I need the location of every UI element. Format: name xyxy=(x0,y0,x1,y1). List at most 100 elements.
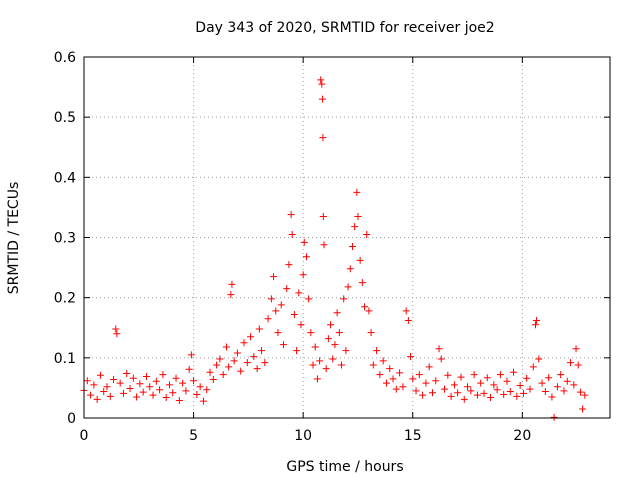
data-point xyxy=(316,357,324,365)
data-point xyxy=(119,389,127,397)
data-point xyxy=(187,351,195,359)
data-point xyxy=(206,368,214,376)
data-point xyxy=(441,385,449,393)
data-point xyxy=(264,315,272,323)
data-point xyxy=(110,375,118,383)
y-axis-label: SRMTID / TECUs xyxy=(6,182,22,295)
data-point xyxy=(454,389,462,397)
data-point xyxy=(415,371,423,379)
data-point xyxy=(450,381,458,389)
chart-title: Day 343 of 2020, SRMTID for receiver joe… xyxy=(195,20,494,36)
data-point xyxy=(369,361,377,369)
data-point xyxy=(228,280,236,288)
data-point xyxy=(470,371,478,379)
data-point xyxy=(136,380,144,388)
data-point xyxy=(261,359,269,367)
data-point xyxy=(367,329,375,337)
x-tick-label: 10 xyxy=(294,428,312,444)
data-point xyxy=(560,387,568,395)
data-point xyxy=(404,317,412,325)
data-point xyxy=(318,80,326,88)
data-point xyxy=(222,343,230,351)
data-point xyxy=(243,359,251,367)
data-point xyxy=(342,347,350,355)
data-point xyxy=(311,343,319,351)
data-point xyxy=(279,341,287,349)
data-point xyxy=(193,391,201,399)
data-point xyxy=(270,273,278,281)
data-point xyxy=(237,367,245,375)
data-point xyxy=(300,238,308,246)
data-point xyxy=(373,347,381,355)
data-point xyxy=(320,241,328,249)
x-axis-label: GPS time / hours xyxy=(286,459,403,475)
data-point xyxy=(331,341,339,349)
data-point xyxy=(533,317,541,325)
data-point xyxy=(302,253,310,261)
data-point xyxy=(344,283,352,291)
data-point xyxy=(444,371,452,379)
data-point xyxy=(233,349,241,357)
data-point xyxy=(382,379,390,387)
data-point xyxy=(139,388,147,396)
data-point xyxy=(365,307,373,315)
data-point xyxy=(464,383,472,391)
data-point xyxy=(579,405,587,413)
data-point xyxy=(419,391,427,399)
data-point xyxy=(473,391,481,399)
data-point xyxy=(409,375,417,383)
data-point xyxy=(574,361,582,369)
data-point xyxy=(319,134,327,142)
data-point xyxy=(305,295,313,303)
data-point xyxy=(356,256,364,264)
data-point xyxy=(295,289,303,297)
data-point xyxy=(335,329,343,337)
data-point xyxy=(545,374,553,382)
data-point xyxy=(182,387,190,395)
data-point xyxy=(399,383,407,391)
axis-ticks: 0 0.1 0.2 0.3 0.4 0.5 0.6 0 5 10 15 20 xyxy=(54,50,610,444)
data-point xyxy=(255,325,263,333)
data-point xyxy=(500,391,508,399)
data-point xyxy=(529,363,537,371)
data-point xyxy=(346,265,354,273)
data-point xyxy=(353,188,361,196)
data-point xyxy=(548,393,556,401)
data-point xyxy=(250,353,258,361)
data-point xyxy=(225,363,233,371)
data-point xyxy=(358,279,366,287)
data-point xyxy=(149,391,157,399)
data-point xyxy=(483,374,491,382)
data-point xyxy=(116,379,124,387)
data-point xyxy=(572,345,580,353)
data-point xyxy=(379,357,387,365)
y-tick-label: 0.4 xyxy=(54,170,76,186)
data-point xyxy=(240,339,248,347)
plot-frame xyxy=(83,56,611,419)
data-point xyxy=(283,285,291,293)
x-tick-label: 20 xyxy=(513,428,531,444)
data-point xyxy=(460,395,468,403)
data-point xyxy=(288,230,296,238)
data-point xyxy=(428,389,436,397)
data-point xyxy=(490,381,498,389)
data-point xyxy=(274,329,282,337)
data-point xyxy=(493,386,501,394)
data-point xyxy=(354,212,362,220)
x-tick-label: 15 xyxy=(404,428,422,444)
y-tick-label: 0.5 xyxy=(54,110,76,126)
data-point xyxy=(519,389,527,397)
data-point xyxy=(142,372,150,380)
data-point xyxy=(213,361,221,369)
data-point xyxy=(376,371,384,379)
data-point xyxy=(156,386,164,394)
data-point xyxy=(309,361,317,369)
data-point xyxy=(219,371,227,379)
data-point xyxy=(496,371,504,379)
data-point xyxy=(322,365,330,373)
data-point xyxy=(389,375,397,383)
data-point xyxy=(480,389,488,397)
data-point xyxy=(133,393,141,401)
data-points xyxy=(80,76,589,421)
